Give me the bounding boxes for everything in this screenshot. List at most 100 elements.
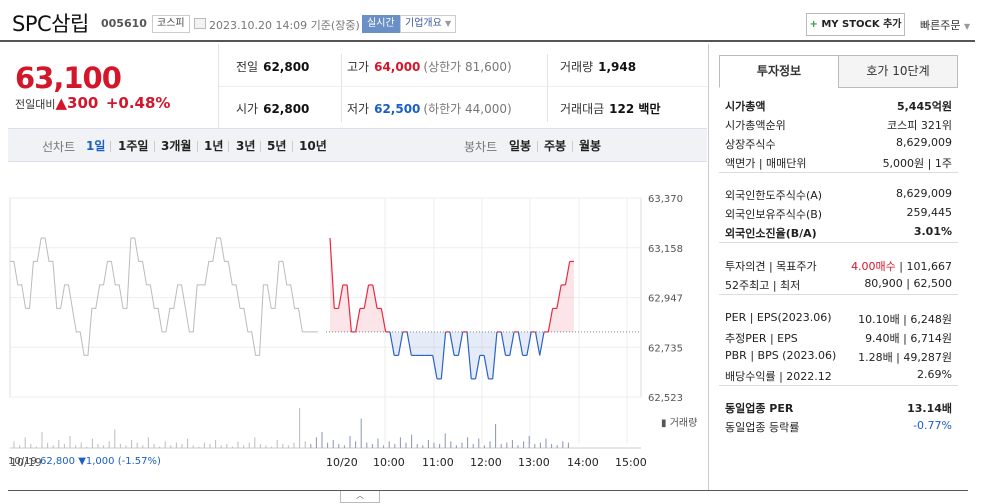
tab-3m[interactable]: 3개월 bbox=[161, 139, 192, 153]
today-area-segment bbox=[488, 331, 493, 379]
stat-sub: (하한가 44,000) bbox=[423, 102, 512, 116]
today-line-segment bbox=[363, 284, 370, 309]
y-tick-label: 63,370 bbox=[648, 194, 683, 205]
divider bbox=[197, 141, 198, 152]
today-line-segment bbox=[432, 355, 438, 380]
tab-3y[interactable]: 3년 bbox=[236, 139, 256, 153]
today-area-segment bbox=[338, 284, 343, 332]
stat-label: 거래대금 bbox=[560, 102, 605, 116]
info-value: 8,629,009 bbox=[896, 187, 952, 200]
divider bbox=[292, 141, 293, 152]
info-value: 9.40배 | 6,714원 bbox=[865, 332, 952, 345]
stat-high: 고가 64,000 (상한가 81,600) bbox=[347, 58, 512, 75]
chevron-down-icon: ▼ bbox=[963, 22, 971, 31]
today-area-segment bbox=[505, 331, 510, 356]
calendar-icon bbox=[194, 18, 206, 29]
info-group-industry: 동일업종 PER 13.14배 동일업종 등락률 -0.77% bbox=[719, 398, 958, 436]
info-group-market-cap: 시가총액 5,445억원 시가총액순위 코스피 321위 상장주식수 8,629,00… bbox=[719, 96, 958, 173]
info-tabs: 투자정보 호가 10단계 bbox=[719, 55, 958, 88]
today-line-segment bbox=[449, 331, 455, 356]
today-area-segment bbox=[454, 331, 459, 356]
today-line-segment bbox=[380, 308, 387, 333]
tab-5y[interactable]: 5년 bbox=[267, 139, 287, 153]
today-area-segment bbox=[561, 284, 566, 332]
info-row: 추정PER | EPS 9.40배 | 6,714원 bbox=[719, 328, 958, 347]
prev-change: ▼1,000 (-1.57%) bbox=[78, 456, 161, 467]
add-mystock-label: MY STOCK 추가 bbox=[821, 19, 902, 30]
tab-weekly[interactable]: 주봉 bbox=[544, 139, 567, 153]
today-area-segment bbox=[419, 331, 425, 356]
today-area-segment bbox=[372, 284, 378, 332]
investment-info-panel: 투자정보 호가 10단계 시가총액 5,445억원 시가총액순위 코스피 321위 … bbox=[708, 44, 975, 490]
today-line-segment bbox=[457, 331, 464, 356]
info-key: 투자의견 | 목표주가 bbox=[725, 260, 817, 273]
stat-value: 122 백만 bbox=[609, 102, 661, 116]
x-tick-label: 15:00 bbox=[615, 456, 647, 469]
quick-order-button[interactable]: 빠른주문 ▼ bbox=[920, 17, 970, 33]
info-row: 외국인소진율(B/A) 3.01% bbox=[719, 223, 958, 242]
info-row: 액면가 | 매매단위 5,000원 | 1주 bbox=[719, 153, 958, 172]
price-chart[interactable]: 63,370 63,158 62,947 62,735 62,523 10/19 10/20… bbox=[8, 194, 698, 474]
tab-1y[interactable]: 1년 bbox=[204, 139, 224, 153]
prev-date: 10/19 bbox=[8, 456, 37, 467]
current-price: 63,100 bbox=[15, 61, 122, 95]
tab-1d[interactable]: 1일 bbox=[86, 139, 106, 153]
stat-prev-close: 전일 62,800 bbox=[236, 58, 309, 75]
tab-10y[interactable]: 10년 bbox=[299, 139, 327, 153]
tab-monthly[interactable]: 월봉 bbox=[579, 139, 602, 153]
info-value: 2.69% bbox=[917, 368, 952, 381]
stat-open: 시가 62,800 bbox=[236, 100, 309, 117]
add-mystock-button[interactable]: + MY STOCK 추가 bbox=[806, 13, 905, 36]
info-row: 시가총액순위 코스피 321위 bbox=[719, 115, 958, 134]
candle-chart-label: 봉차트 bbox=[464, 140, 498, 154]
today-area-segment bbox=[394, 331, 399, 356]
price-change: 전일대비▲300 +0.48% bbox=[15, 94, 170, 112]
tab-orderbook-10[interactable]: 호가 10단계 bbox=[838, 55, 958, 88]
today-line-segment bbox=[337, 284, 344, 309]
stat-value: 64,000 bbox=[374, 60, 421, 74]
info-value: -0.77% bbox=[913, 419, 952, 432]
today-line-segment bbox=[474, 355, 481, 380]
stat-label: 저가 bbox=[347, 102, 370, 116]
today-line-segment bbox=[466, 331, 472, 379]
info-key: PBR | BPS (2023.06) bbox=[725, 349, 837, 362]
today-area-segment bbox=[437, 331, 442, 379]
stat-label: 고가 bbox=[347, 60, 370, 74]
info-row: 외국인한도주식수(A) 8,629,009 bbox=[719, 185, 958, 204]
x-tick-label: 10/20 bbox=[326, 456, 358, 469]
today-area-segment bbox=[432, 331, 438, 379]
stat-amount: 거래대금 122 백만 bbox=[560, 100, 660, 117]
today-area-segment bbox=[569, 261, 574, 332]
stat-label: 전일 bbox=[236, 60, 259, 74]
today-area-segment bbox=[359, 308, 365, 332]
collapse-chevron-icon[interactable]: ︿ bbox=[340, 491, 380, 503]
info-key: 외국인보유주식수(B) bbox=[725, 208, 823, 221]
tab-daily[interactable]: 일봉 bbox=[509, 139, 532, 153]
today-area-segment bbox=[342, 284, 348, 332]
info-key: 배당수익률 | 2022.12 bbox=[725, 370, 832, 383]
price-box: 63,100 전일대비▲300 +0.48% bbox=[8, 44, 218, 128]
today-line-segment bbox=[346, 284, 353, 332]
up-arrow-icon: ▲ bbox=[55, 94, 68, 112]
today-line-segment bbox=[517, 331, 524, 356]
prev-close: 62,800 bbox=[40, 456, 76, 467]
today-area-segment bbox=[471, 331, 476, 379]
quote-datetime: 2023.10.20 14:09 기준(장중) bbox=[209, 19, 360, 32]
volume-legend-label: 거래량 bbox=[669, 418, 698, 429]
chevron-down-icon: ▼ bbox=[445, 19, 452, 28]
realtime-button[interactable]: 실시간 bbox=[362, 15, 400, 33]
tab-investment-info[interactable]: 투자정보 bbox=[719, 55, 839, 88]
today-line-segment bbox=[440, 331, 447, 379]
x-tick-label: 11:00 bbox=[422, 456, 454, 469]
today-line-segment bbox=[389, 331, 395, 356]
today-area-segment bbox=[415, 331, 420, 356]
tab-1w[interactable]: 1주일 bbox=[118, 139, 149, 153]
prev-day-summary: 10/19 62,800 ▼1,000 (-1.57%) bbox=[8, 456, 161, 467]
today-line-segment bbox=[492, 331, 498, 379]
company-info-dropdown[interactable]: 기업개요 ▼ bbox=[400, 15, 457, 33]
info-value: | 101,667 bbox=[899, 260, 952, 273]
price-stats: 전일 62,800 고가 64,000 (상한가 81,600) 거래량 1,948 시… bbox=[218, 44, 708, 128]
change-value: 300 bbox=[67, 94, 99, 112]
line-chart-label: 선차트 bbox=[42, 140, 76, 154]
today-line-segment bbox=[534, 331, 541, 356]
